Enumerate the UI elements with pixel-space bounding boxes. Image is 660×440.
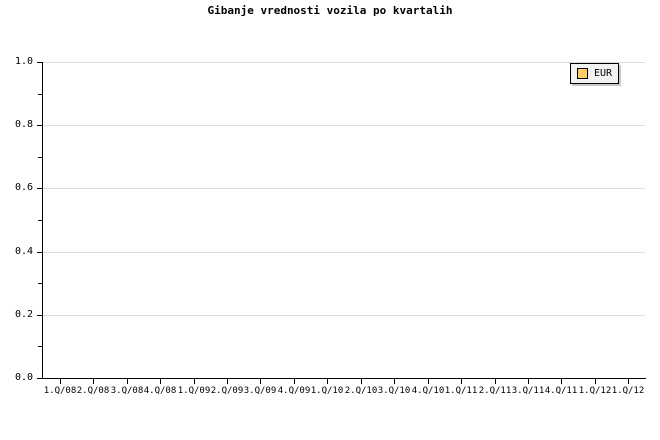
x-axis-tick <box>428 379 429 384</box>
x-axis-label: 1.Q/12 <box>611 386 645 396</box>
chart-title: Gibanje vrednosti vozila po kvartalih <box>207 4 453 17</box>
x-axis-tick <box>461 379 462 384</box>
x-axis-tick <box>194 379 195 384</box>
y-axis-label: 0.4 <box>14 246 33 257</box>
y-axis-minor-tick <box>38 220 43 221</box>
x-axis-tick <box>528 379 529 384</box>
x-axis-label: 1.Q/09 <box>177 386 211 396</box>
x-axis-tick <box>595 379 596 384</box>
x-axis-tick <box>294 379 295 384</box>
y-axis-tick <box>37 315 43 316</box>
x-axis-label: 3.Q/11 <box>511 386 545 396</box>
y-axis-label: 0.8 <box>14 119 33 130</box>
y-axis-tick <box>37 378 43 379</box>
x-axis-label: 4.Q/10 <box>411 386 445 396</box>
gridline-horizontal <box>43 188 645 189</box>
chart-legend[interactable]: EUR <box>570 63 620 84</box>
plot-area <box>43 62 645 378</box>
x-axis-tick <box>327 379 328 384</box>
x-axis-tick <box>361 379 362 384</box>
x-axis-tick <box>394 379 395 384</box>
x-axis-label: 3.Q/09 <box>243 386 277 396</box>
x-axis-tick <box>628 379 629 384</box>
y-axis-minor-tick <box>38 94 43 95</box>
y-axis-label: 0.2 <box>14 309 33 320</box>
x-axis-label: 2.Q/10 <box>344 386 378 396</box>
x-axis-label: 4.Q/08 <box>143 386 177 396</box>
legend-swatch-eur-icon <box>577 68 588 79</box>
y-axis-label: 1.0 <box>14 56 33 67</box>
x-axis-line <box>42 378 646 379</box>
gridline-horizontal <box>43 315 645 316</box>
gridline-horizontal <box>43 62 645 63</box>
x-axis-label: 3.Q/10 <box>377 386 411 396</box>
x-axis-tick <box>260 379 261 384</box>
x-axis-tick <box>227 379 228 384</box>
x-axis-label: 1.Q/10 <box>310 386 344 396</box>
gridline-horizontal <box>43 125 645 126</box>
y-axis-tick <box>37 125 43 126</box>
x-axis-tick <box>561 379 562 384</box>
y-axis-tick <box>37 188 43 189</box>
x-axis-tick <box>127 379 128 384</box>
x-axis-label: 4.Q/11 <box>544 386 578 396</box>
x-axis-label: 2.Q/11 <box>478 386 512 396</box>
legend-label-eur: EUR <box>594 68 613 79</box>
y-axis-minor-tick <box>38 157 43 158</box>
y-axis-tick <box>37 62 43 63</box>
x-axis-tick <box>60 379 61 384</box>
x-axis-label: 2.Q/08 <box>76 386 110 396</box>
gridline-horizontal <box>43 252 645 253</box>
y-axis-tick <box>37 252 43 253</box>
x-axis-label: 3.Q/08 <box>110 386 144 396</box>
x-axis-tick <box>160 379 161 384</box>
x-axis-label: 2.Q/09 <box>210 386 244 396</box>
x-axis-tick <box>495 379 496 384</box>
x-axis-label: 1.Q/11 <box>444 386 478 396</box>
y-axis-label: 0.6 <box>14 182 33 193</box>
y-axis-minor-tick <box>38 346 43 347</box>
y-axis-label: 0.0 <box>14 372 33 383</box>
x-axis-label: 1.Q/12 <box>578 386 612 396</box>
x-axis-tick <box>93 379 94 384</box>
x-axis-label: 4.Q/09 <box>277 386 311 396</box>
y-axis-minor-tick <box>38 283 43 284</box>
x-axis-label: 1.Q/08 <box>43 386 77 396</box>
